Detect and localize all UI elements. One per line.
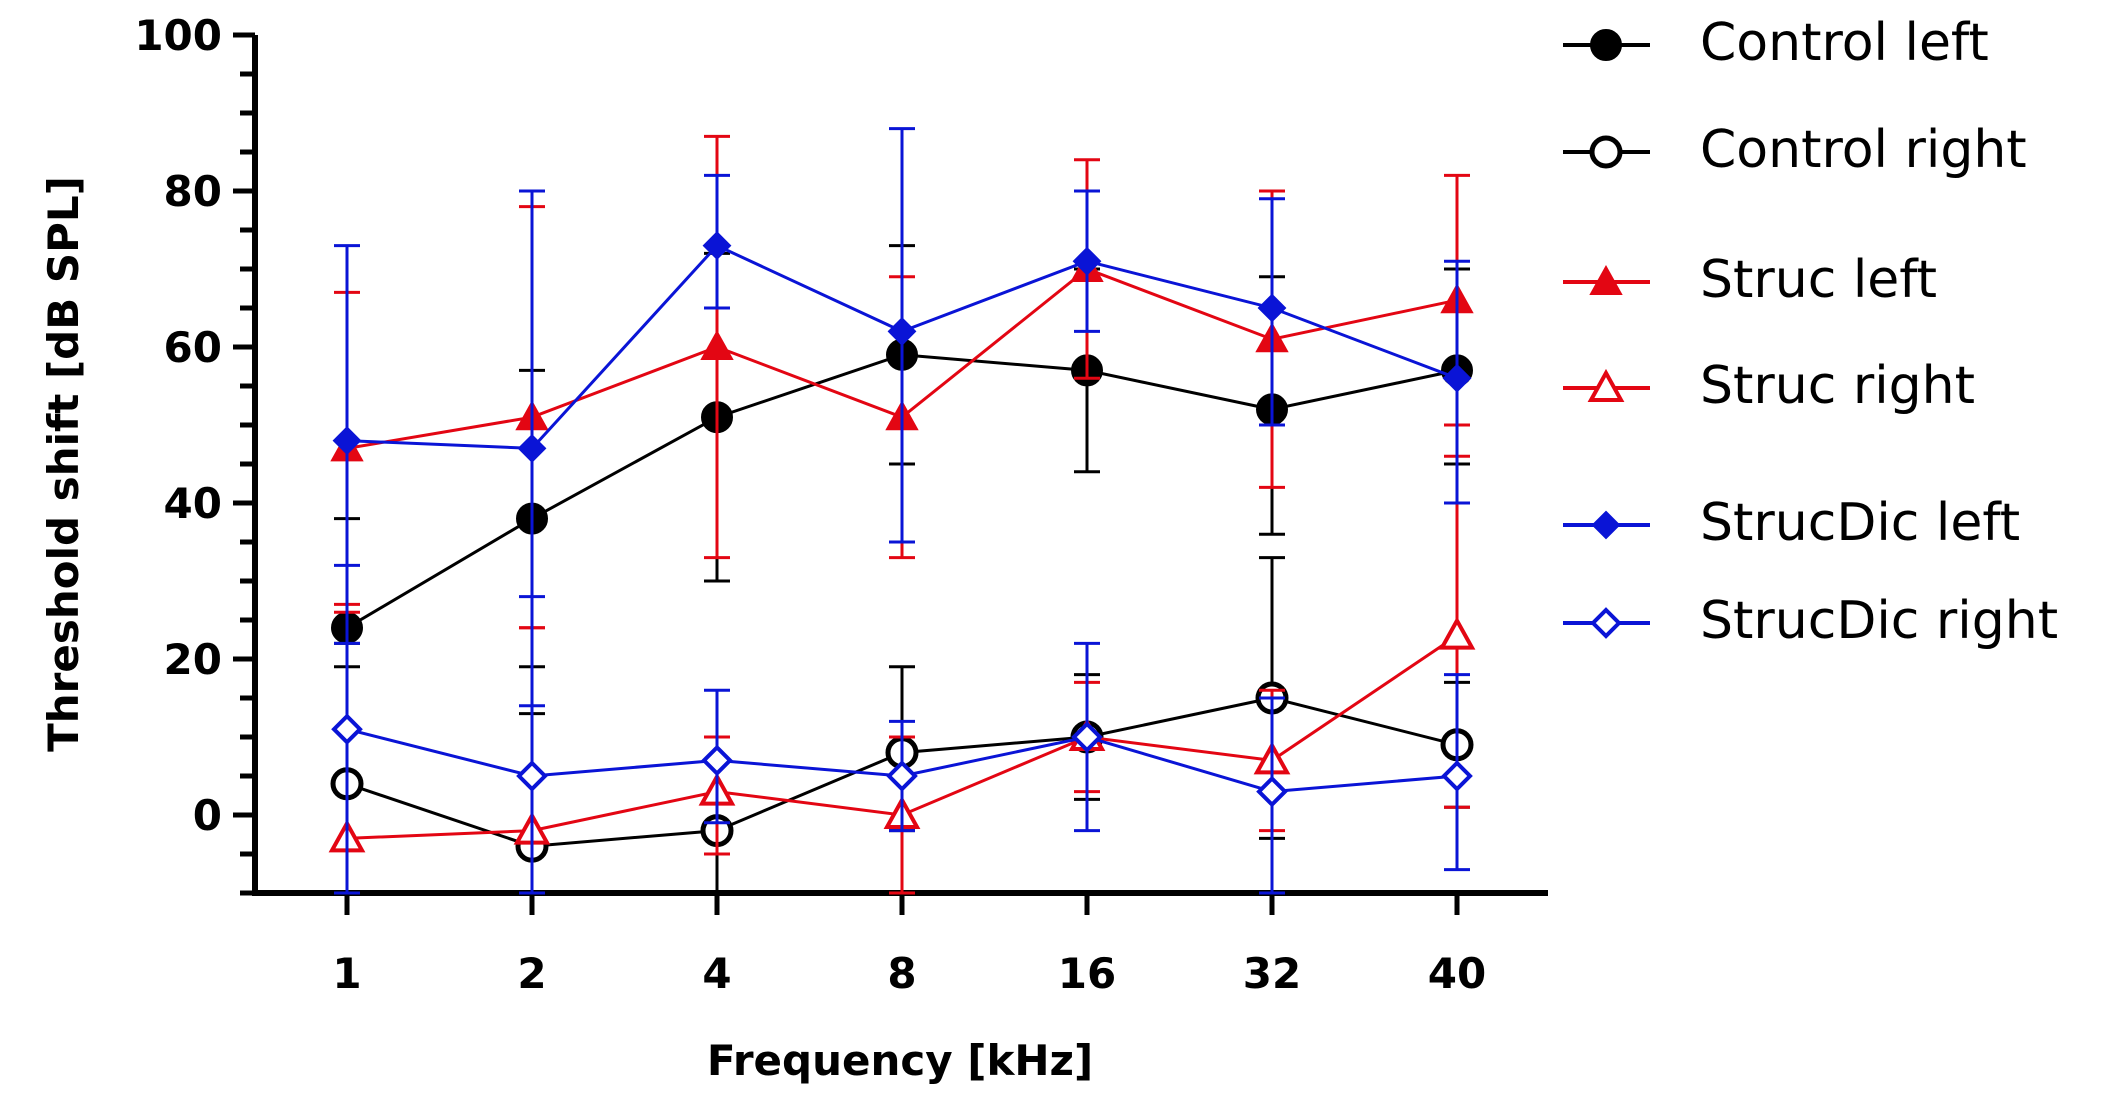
y-tick-label: 60 — [164, 323, 222, 372]
legend-item-strucdic-left: StrucDic left — [1563, 493, 2020, 553]
x-tick-label: 8 — [887, 949, 916, 998]
data-point — [1256, 775, 1288, 808]
y-tick-label: 100 — [134, 11, 222, 60]
x-tick-label: 2 — [517, 949, 546, 998]
data-point — [702, 231, 732, 261]
legend-item-control-left: Control left — [1563, 13, 1989, 73]
data-point — [517, 433, 547, 463]
data-point — [1071, 721, 1103, 753]
axes: Threshold shift [dB SPL] Frequency [kHz] — [39, 35, 1548, 1085]
data-point — [886, 760, 918, 792]
x-tick-label: 40 — [1428, 949, 1486, 998]
y-tick-label: 80 — [164, 167, 222, 216]
series-strucdic-left — [332, 127, 1472, 708]
legend-label: StrucDic left — [1700, 493, 2020, 553]
y-tick-label: 0 — [193, 791, 222, 840]
x-axis-label: Frequency [kHz] — [707, 1036, 1093, 1085]
series-layer — [328, 127, 1476, 895]
legend: Control left Control right Struc left Struc… — [1563, 13, 2058, 651]
legend-marker — [1589, 264, 1623, 295]
legend-item-control-right: Control right — [1563, 120, 2027, 180]
legend-marker — [1591, 510, 1621, 540]
legend-label: Struc right — [1700, 356, 1975, 416]
y-axis-label: Threshold shift [dB SPL] — [39, 176, 88, 752]
data-point — [701, 744, 733, 777]
data-point — [1441, 760, 1473, 792]
data-point — [1257, 293, 1287, 323]
data-point — [700, 329, 734, 360]
data-point — [332, 426, 362, 456]
data-point — [516, 760, 548, 792]
x-tick-label: 16 — [1058, 949, 1116, 998]
data-point — [1442, 363, 1472, 393]
legend-label: Control left — [1700, 13, 1989, 73]
x-tick-label: 1 — [332, 949, 361, 998]
x-tick-label: 4 — [702, 949, 731, 998]
legend-marker — [1589, 135, 1623, 169]
x-tick-label: 32 — [1243, 949, 1301, 998]
x-ticks: 1 2 4 8 16 32 40 — [332, 893, 1486, 998]
legend-marker — [1590, 607, 1622, 639]
y-tick-label: 20 — [164, 635, 222, 684]
legend-item-struc-right: Struc right — [1563, 356, 1975, 416]
legend-label: Control right — [1700, 120, 2027, 180]
data-point — [1072, 246, 1102, 276]
series-strucdic-right — [331, 563, 1473, 895]
y-tick-label: 40 — [164, 479, 222, 528]
data-point — [887, 316, 917, 346]
legend-label: StrucDic right — [1700, 591, 2058, 651]
y-ticks: 0 20 40 60 80 100 — [134, 11, 255, 896]
data-point — [1438, 616, 1476, 650]
legend-item-strucdic-right: StrucDic right — [1563, 591, 2058, 651]
legend-marker — [1587, 368, 1625, 402]
legend-label: Struc left — [1700, 250, 1937, 310]
data-point — [331, 713, 363, 746]
legend-item-struc-left: Struc left — [1563, 250, 1937, 310]
legend-marker — [1590, 29, 1622, 61]
